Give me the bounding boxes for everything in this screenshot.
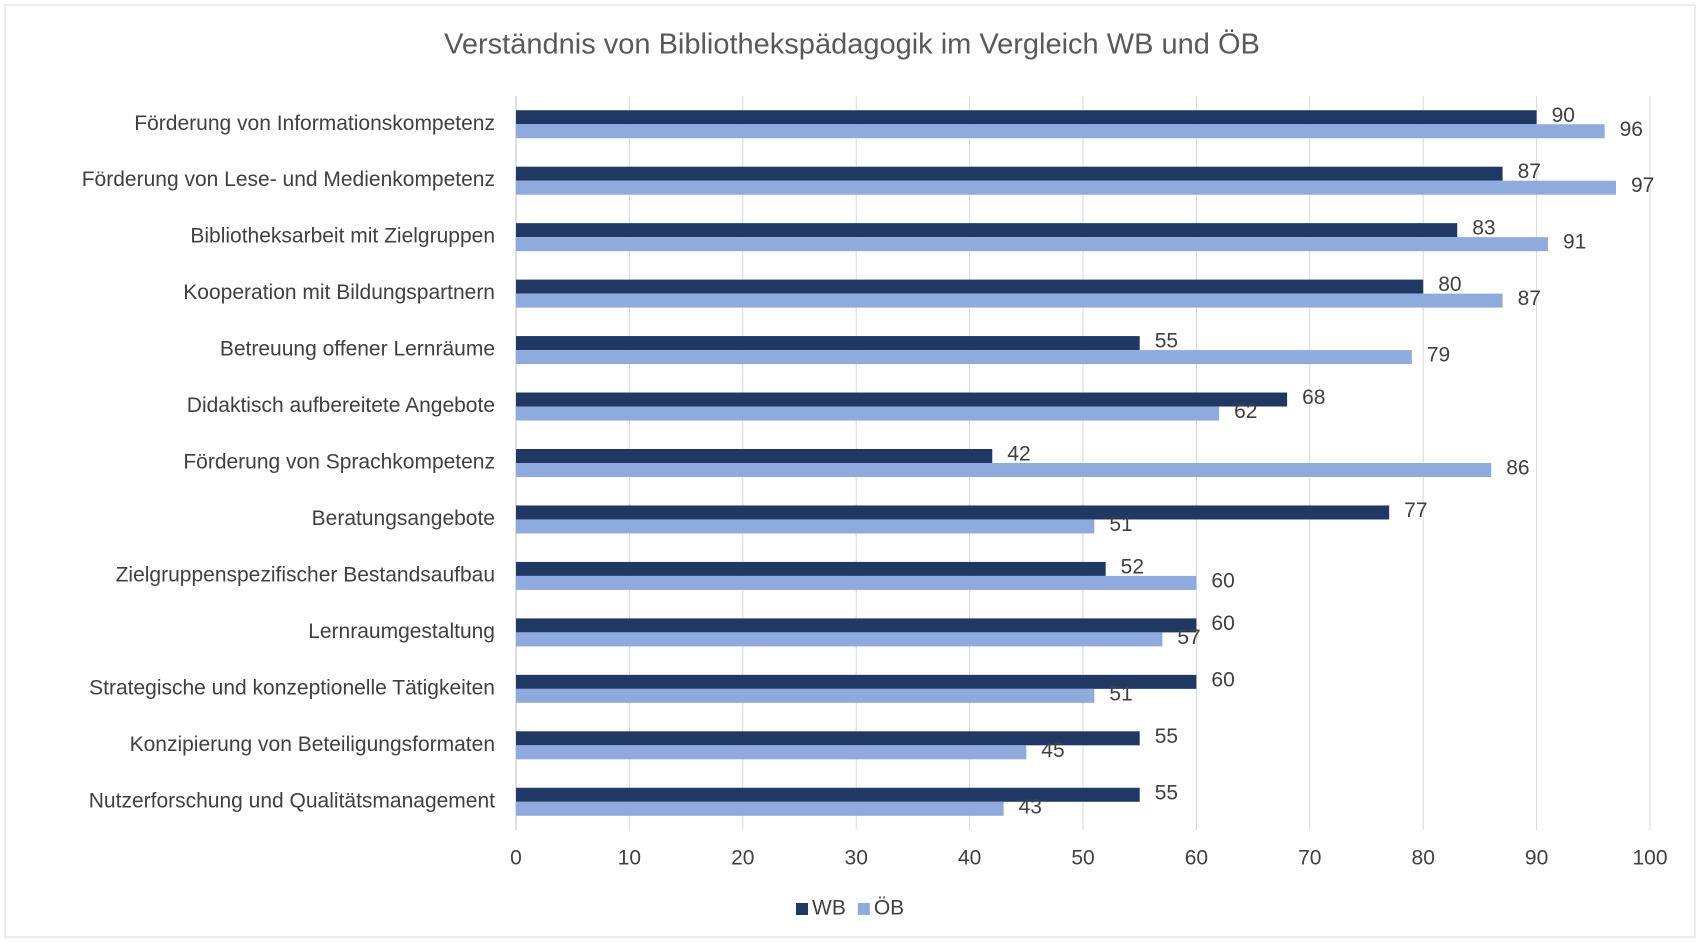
- y-tick-label: Zielgruppenspezifischer Bestandsaufbau: [116, 563, 495, 586]
- value-label: 62: [1234, 400, 1257, 423]
- value-label: 97: [1631, 174, 1654, 197]
- value-label: 96: [1620, 118, 1643, 141]
- x-tick-label: 80: [1412, 847, 1435, 870]
- value-label: 42: [1007, 443, 1030, 466]
- bar: [516, 618, 1197, 633]
- x-tick-label: 30: [845, 847, 868, 870]
- x-tick-label: 50: [1071, 847, 1094, 870]
- y-tick-label: Konzipierung von Beteiligungsformaten: [130, 733, 495, 756]
- x-tick-label: 60: [1185, 847, 1208, 870]
- y-tick-label: Förderung von Sprachkompetenz: [183, 451, 495, 474]
- value-label: 68: [1302, 386, 1325, 409]
- bar: [516, 406, 1220, 421]
- bar: [516, 787, 1140, 802]
- value-label: 60: [1211, 569, 1234, 592]
- bar: [516, 575, 1197, 590]
- bar: [516, 223, 1458, 238]
- bar: [516, 166, 1503, 181]
- legend-label: WB: [812, 897, 846, 920]
- value-label: 51: [1109, 682, 1132, 705]
- value-label: 51: [1109, 513, 1132, 536]
- value-label: 57: [1177, 626, 1200, 649]
- y-tick-label: Nutzerforschung und Qualitätsmanagement: [89, 789, 495, 812]
- bar: [516, 237, 1548, 252]
- x-tick-label: 40: [958, 847, 981, 870]
- bar: [516, 561, 1106, 576]
- value-label: 60: [1211, 668, 1234, 691]
- bar: [516, 449, 993, 463]
- y-tick-label: Kooperation mit Bildungspartnern: [183, 281, 495, 304]
- legend-swatch: [857, 903, 870, 915]
- chart-title: Verständnis von Bibliothekspädagogik im …: [444, 29, 1260, 61]
- bar: [516, 279, 1424, 294]
- y-tick-label: Bibliotheksarbeit mit Zielgruppen: [190, 225, 495, 248]
- y-tick-label: Lernraumgestaltung: [308, 620, 495, 643]
- bar: [516, 745, 1027, 760]
- value-label: 55: [1155, 781, 1178, 804]
- value-label: 55: [1155, 330, 1178, 353]
- y-tick-label: Didaktisch aufbereitete Angebote: [187, 394, 495, 417]
- x-tick-label: 90: [1525, 847, 1548, 870]
- value-label: 45: [1041, 739, 1064, 762]
- value-label: 86: [1506, 457, 1529, 480]
- bar: [516, 674, 1197, 689]
- value-label: 60: [1211, 612, 1234, 635]
- bar: [516, 336, 1140, 351]
- value-label: 87: [1518, 287, 1541, 310]
- x-tick-label: 0: [510, 847, 522, 870]
- bar: [516, 392, 1288, 407]
- value-label: 43: [1019, 795, 1042, 818]
- value-label: 79: [1427, 344, 1450, 367]
- y-tick-label: Betreuung offener Lernräume: [220, 338, 495, 361]
- x-tick-label: 20: [731, 847, 754, 870]
- legend-label: ÖB: [874, 897, 904, 920]
- bar: [516, 688, 1095, 703]
- x-tick-label: 100: [1632, 847, 1667, 870]
- x-tick-label: 70: [1298, 847, 1321, 870]
- bar: [516, 632, 1163, 647]
- bar: [516, 731, 1140, 746]
- y-tick-label: Strategische und konzeptionelle Tätigkei…: [89, 676, 495, 699]
- bar: [516, 463, 1492, 477]
- value-label: 52: [1121, 555, 1144, 578]
- y-tick-label: Förderung von Informationskompetenz: [134, 112, 495, 135]
- legend-swatch: [796, 903, 808, 915]
- value-label: 83: [1472, 217, 1495, 240]
- value-label: 77: [1404, 499, 1427, 522]
- value-label: 87: [1518, 160, 1541, 183]
- y-tick-label: Förderung von Lese- und Medienkompetenz: [82, 168, 495, 191]
- value-label: 90: [1552, 104, 1575, 127]
- value-label: 55: [1155, 725, 1178, 748]
- bar: [516, 505, 1390, 520]
- bar: [516, 110, 1537, 125]
- bar: [516, 801, 1004, 816]
- bar: [516, 293, 1503, 308]
- value-label: 80: [1438, 273, 1461, 296]
- bar: [516, 519, 1095, 534]
- y-tick-label: Beratungsangebote: [312, 507, 495, 530]
- x-tick-label: 10: [618, 847, 641, 870]
- bar: [516, 350, 1412, 365]
- bar: [516, 180, 1616, 195]
- bar: [516, 124, 1605, 139]
- value-label: 91: [1563, 231, 1586, 254]
